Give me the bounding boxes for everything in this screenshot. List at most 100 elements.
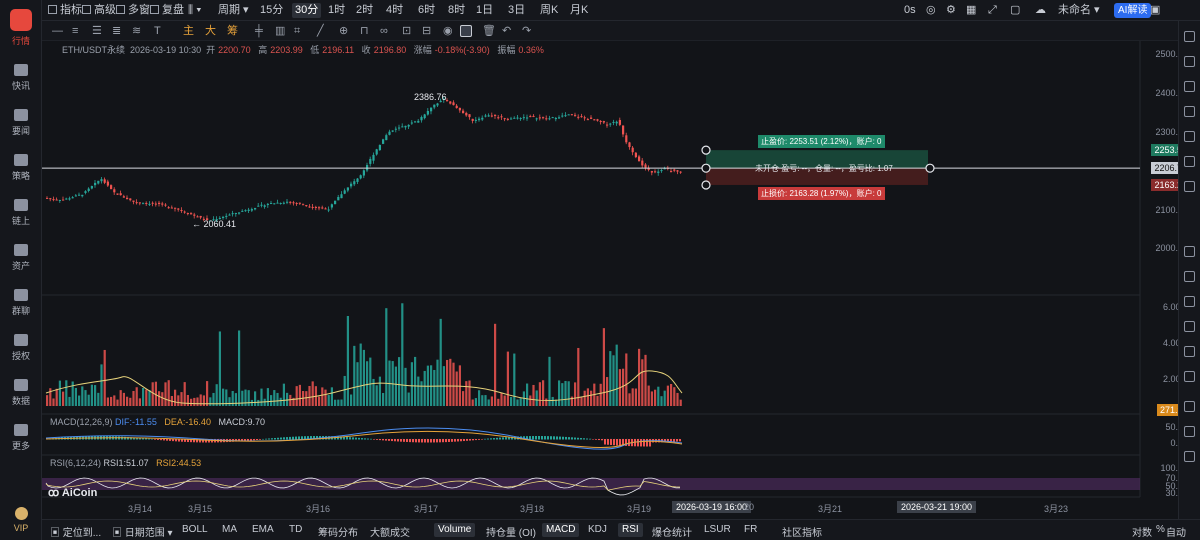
main-force-button[interactable]: 主: [183, 25, 194, 37]
screenshot-icon[interactable]: ▣: [1150, 4, 1161, 16]
nav-item[interactable]: 数据: [0, 373, 42, 413]
indicators-button[interactable]: 指标: [48, 3, 82, 18]
date-range-button[interactable]: ▣ 日期范围 ▾: [112, 528, 173, 539]
sub-indicator-button[interactable]: MACD: [542, 523, 580, 537]
collapse-icon[interactable]: [1184, 401, 1195, 412]
timeframe-button[interactable]: 15分: [260, 4, 284, 16]
trend-icon[interactable]: [1184, 81, 1195, 92]
ruler-icon[interactable]: ╱: [317, 25, 324, 37]
zoom-icon[interactable]: ⊕: [339, 25, 349, 37]
auto-scale-toggle[interactable]: 自动: [1166, 528, 1186, 539]
take-profit-label[interactable]: 止盈价: 2253.51 (2.12%)，账户: 0: [758, 135, 885, 148]
sub-indicator-button[interactable]: 持仓量 (OI): [486, 528, 536, 539]
nav-item[interactable]: 链上: [0, 193, 42, 233]
log-scale-toggle[interactable]: 对数: [1132, 528, 1152, 539]
camera-icon[interactable]: ◎: [926, 4, 936, 16]
unlock-icon[interactable]: ⊟: [422, 25, 432, 37]
nav-item[interactable]: 资产: [0, 238, 42, 278]
main-indicator-button[interactable]: MA: [222, 524, 237, 535]
sub-indicator-button[interactable]: 社区指标: [782, 528, 822, 539]
timeframe-button[interactable]: 4时: [386, 4, 404, 16]
magnet-icon[interactable]: ⊓: [360, 25, 369, 37]
timeframe-button[interactable]: 3日: [508, 4, 526, 16]
calendar-icon[interactable]: [1184, 156, 1195, 167]
timeframe-button[interactable]: 周K: [540, 4, 559, 16]
main-indicator-button[interactable]: TD: [289, 524, 303, 535]
layers-icon[interactable]: [1184, 131, 1195, 142]
main-indicator-button[interactable]: BOLL: [182, 524, 208, 535]
nav-item[interactable]: VIP: [0, 500, 42, 540]
pin-icon[interactable]: [1184, 371, 1195, 382]
orderbook-icon[interactable]: [1184, 106, 1195, 117]
sub-indicator-button[interactable]: FR: [744, 524, 758, 535]
chart-type-button[interactable]: ⫼ ▾: [188, 4, 202, 16]
chart-canvas[interactable]: [42, 41, 1200, 519]
sub-indicator-button[interactable]: LSUR: [704, 524, 731, 535]
ai-interpret-button[interactable]: AI解读: [1114, 3, 1152, 18]
advanced-button[interactable]: 高级: [82, 3, 116, 18]
nav-item[interactable]: 快讯: [0, 58, 42, 98]
filter-icon[interactable]: [460, 25, 472, 37]
main-indicator-button[interactable]: 大额成交: [370, 528, 410, 539]
sun-icon[interactable]: [1184, 296, 1195, 307]
sub-indicator-button[interactable]: 爆仓统计: [652, 528, 692, 539]
fib-icon[interactable]: ☰: [92, 25, 102, 37]
timeframe-button[interactable]: 1日: [476, 4, 494, 16]
large-order-button[interactable]: 大: [205, 25, 216, 37]
timeframe-button[interactable]: 6时: [418, 4, 436, 16]
timeframe-button[interactable]: 30分: [292, 3, 322, 18]
sub-indicator-button[interactable]: KDJ: [588, 524, 607, 535]
open-position-label[interactable]: 未开仓 盈亏: --，仓量: --，盈亏比: 1.07: [755, 164, 893, 173]
nav-item[interactable]: 更多: [0, 418, 42, 458]
replay-button[interactable]: 复盘: [150, 3, 184, 18]
list-icon[interactable]: [1184, 56, 1195, 67]
layout-name-dropdown[interactable]: 未命名 ▾: [1058, 4, 1100, 16]
sub-indicator-button[interactable]: RSI: [618, 523, 643, 537]
timeframe-button[interactable]: 1时: [328, 4, 346, 16]
candle-icon[interactable]: ╪: [255, 25, 263, 37]
main-indicator-button[interactable]: 筹码分布: [318, 528, 358, 539]
parallel-lines-icon[interactable]: ≡: [72, 25, 79, 37]
redo-icon[interactable]: ↷: [522, 25, 532, 37]
vector-icon[interactable]: [1184, 246, 1195, 257]
crop-icon[interactable]: ⌗: [294, 25, 301, 37]
dollar-icon[interactable]: [1184, 321, 1195, 332]
text-icon[interactable]: T: [154, 25, 161, 37]
chips-button[interactable]: 筹: [227, 25, 238, 37]
eye-icon[interactable]: ◉: [443, 25, 453, 37]
grid-icon[interactable]: [1184, 271, 1195, 282]
time-axis[interactable]: 3月14 3月15 3月16 3月17 3月18 3月19 2026-03-19…: [42, 500, 1140, 516]
fullscreen-icon[interactable]: ⤢: [988, 4, 997, 16]
window-icon[interactable]: ▢: [1010, 4, 1021, 16]
nav-item[interactable]: 要闻: [0, 103, 42, 143]
bars-icon[interactable]: ▥: [275, 25, 286, 37]
timeframe-button[interactable]: 月K: [570, 4, 589, 16]
horizontal-line-icon[interactable]: —: [52, 25, 63, 37]
period-dropdown[interactable]: 周期 ▾: [218, 4, 249, 16]
cloud-icon[interactable]: ☁: [1035, 4, 1046, 16]
layers-icon[interactable]: ≋: [132, 25, 142, 37]
lock-icon[interactable]: ⊡: [402, 25, 412, 37]
nav-item[interactable]: 授权: [0, 328, 42, 368]
undo-icon[interactable]: ↶: [502, 25, 512, 37]
settings-icon[interactable]: ⚙: [946, 4, 956, 16]
main-indicator-button[interactable]: EMA: [252, 524, 274, 535]
bot-icon[interactable]: [1184, 181, 1195, 192]
locate-button[interactable]: ▣ 定位到...: [50, 528, 102, 539]
sub-indicator-button[interactable]: Volume: [434, 523, 476, 537]
nav-item[interactable]: 行情: [0, 8, 42, 48]
stop-loss-label[interactable]: 止损价: 2163.28 (1.97%)，账户: 0: [758, 187, 885, 200]
timeframe-button[interactable]: 8时: [448, 4, 466, 16]
timeframe-button[interactable]: 2时: [356, 4, 374, 16]
trend-line-icon[interactable]: [1184, 451, 1195, 462]
alert-icon[interactable]: [1184, 31, 1195, 42]
scale-icon[interactable]: [1184, 346, 1195, 357]
multi-window-button[interactable]: 多窗: [116, 3, 150, 18]
layout-icon[interactable]: ▦: [966, 4, 977, 16]
trash-icon[interactable]: 🗑: [482, 25, 496, 37]
nav-item[interactable]: 策略: [0, 148, 42, 188]
link-icon[interactable]: ∞: [380, 25, 388, 37]
percent-toggle[interactable]: %: [1156, 524, 1165, 535]
chain-icon[interactable]: [1184, 426, 1195, 437]
nav-item[interactable]: 群聊: [0, 283, 42, 323]
